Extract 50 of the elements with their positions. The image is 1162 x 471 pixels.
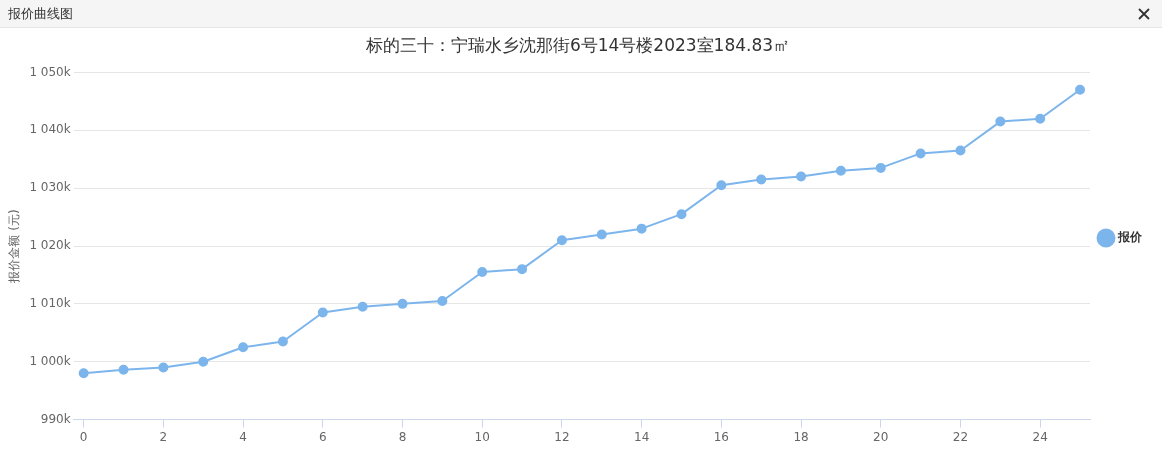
x-tick-label: 16 — [713, 429, 729, 444]
x-tick-label: 0 — [79, 429, 88, 444]
point — [875, 162, 886, 173]
point — [716, 180, 727, 191]
x-tick-label: 22 — [952, 429, 969, 444]
point — [78, 368, 89, 379]
y-tick-label: 1 020k — [29, 238, 71, 253]
point — [556, 235, 567, 246]
x-tick-label: 10 — [474, 429, 490, 444]
text: 报价曲线图 — [8, 4, 73, 23]
x-tick-label: 12 — [554, 429, 570, 444]
y-tick-label: 1 010k — [29, 295, 71, 310]
x-tick-label: 14 — [633, 429, 650, 444]
y-tick-label: 1 030k — [29, 180, 71, 195]
point — [477, 267, 488, 278]
point — [277, 336, 288, 347]
y-tick-label: 1 000k — [29, 353, 71, 368]
point — [995, 116, 1006, 127]
x-tick-label: 6 — [318, 429, 327, 444]
y-tick-label: 1 040k — [29, 122, 71, 137]
y-axis-title: 报价金额 (元) — [7, 209, 22, 284]
y-tick-label: 1 050k — [29, 64, 71, 79]
point — [1075, 84, 1086, 95]
x-tick-label: 8 — [398, 429, 407, 444]
point — [357, 301, 368, 312]
point — [238, 342, 249, 353]
point — [1035, 113, 1046, 124]
point — [517, 264, 528, 275]
chart-title: 标的三十：宁瑞水乡沈那街6号14号楼2023室184.83㎡ — [364, 34, 791, 55]
point — [158, 362, 169, 373]
point — [756, 174, 767, 185]
point — [397, 298, 408, 309]
x-tick-label: 20 — [873, 429, 889, 444]
y-tick-label: 990k — [40, 411, 71, 426]
point — [437, 295, 448, 306]
point — [118, 364, 129, 375]
point — [198, 356, 209, 367]
x-tick-label: 18 — [793, 429, 809, 444]
point — [955, 145, 966, 156]
point — [796, 171, 807, 182]
point — [915, 148, 926, 159]
point — [596, 229, 607, 240]
point — [676, 209, 687, 220]
point — [636, 223, 647, 234]
x-tick-label: 24 — [1032, 429, 1048, 444]
x-tick-label: 2 — [159, 429, 168, 444]
point — [835, 165, 846, 176]
point — [317, 307, 328, 318]
legend-label: 报价 — [1117, 230, 1143, 245]
x-tick-label: 4 — [239, 429, 247, 444]
